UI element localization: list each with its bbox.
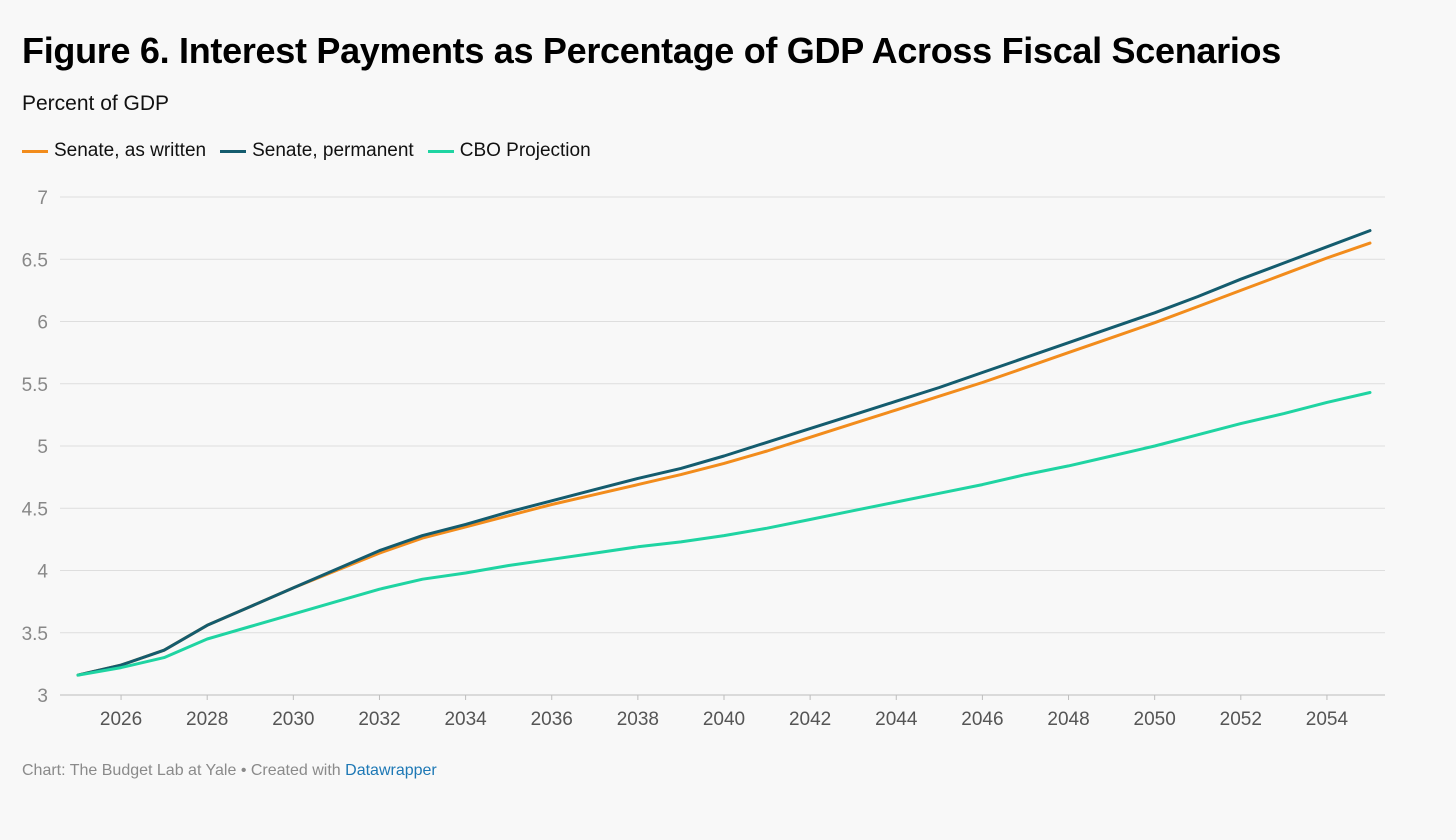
y-tick-label: 5	[37, 437, 48, 458]
footer-credit: Chart: The Budget Lab at Yale • Created …	[22, 762, 346, 779]
x-tick-label: 2040	[703, 709, 745, 730]
x-tick-label: 2026	[100, 709, 142, 730]
x-tick-label: 2028	[186, 709, 228, 730]
legend-item-senate-permanent: Senate, permanent	[220, 140, 414, 162]
chart-title: Figure 6. Interest Payments as Percentag…	[22, 30, 1281, 71]
legend-item-cbo-projection: CBO Projection	[427, 140, 591, 162]
y-tick-label: 3	[37, 686, 48, 707]
chart-subtitle: Percent of GDP	[22, 92, 170, 115]
x-tick-label: 2044	[875, 709, 918, 730]
legend-label-cbo-projection: CBO Projection	[459, 140, 591, 161]
x-tick-label: 2052	[1220, 709, 1262, 730]
y-tick-label: 5.5	[22, 375, 48, 396]
legend-item-senate-as-written: Senate, as written	[22, 140, 206, 162]
series-line-senate-permanent[interactable]	[76, 229, 1372, 677]
legend-label-senate-as-written: Senate, as written	[54, 140, 207, 161]
legend-label-senate-permanent: Senate, permanent	[252, 140, 414, 161]
x-tick-label: 2042	[789, 709, 831, 730]
x-tick-label: 2032	[358, 709, 400, 730]
x-tick-label: 2036	[531, 709, 573, 730]
x-tick-label: 2030	[272, 709, 314, 730]
x-axis-ticks: 2026 2028 2030 2032 2034 2036 2038 2040 2042 2044…	[100, 695, 1349, 730]
x-tick-label: 2046	[961, 709, 1003, 730]
legend-swatch-cbo-projection	[427, 149, 454, 153]
x-tick-label: 2050	[1134, 709, 1176, 730]
y-tick-label: 6	[37, 313, 48, 334]
x-tick-label: 2038	[617, 709, 659, 730]
series-line-cbo-projection[interactable]	[76, 391, 1372, 677]
series-line-senate-as-written[interactable]	[76, 241, 1372, 677]
legend: Senate, as written Senate, permanent CBO…	[22, 140, 605, 162]
y-axis-ticks: 3 3.5 4 4.5 5 5.5 6 6.5 7	[22, 188, 49, 707]
datawrapper-link[interactable]: Datawrapper	[345, 762, 437, 779]
y-tick-label: 3.5	[22, 624, 48, 645]
x-tick-label: 2034	[444, 709, 487, 730]
chart-footer: Chart: The Budget Lab at Yale • Created …	[22, 762, 437, 780]
y-tick-label: 7	[37, 188, 48, 209]
series-lines	[76, 229, 1372, 677]
x-tick-label: 2048	[1047, 709, 1089, 730]
y-tick-label: 4	[37, 562, 48, 583]
y-tick-label: 6.5	[22, 250, 48, 271]
legend-swatch-senate-permanent	[220, 149, 247, 153]
y-tick-label: 4.5	[22, 499, 48, 520]
legend-swatch-senate-as-written	[22, 149, 48, 153]
x-tick-label: 2054	[1306, 709, 1349, 730]
grid-lines	[60, 196, 1385, 696]
